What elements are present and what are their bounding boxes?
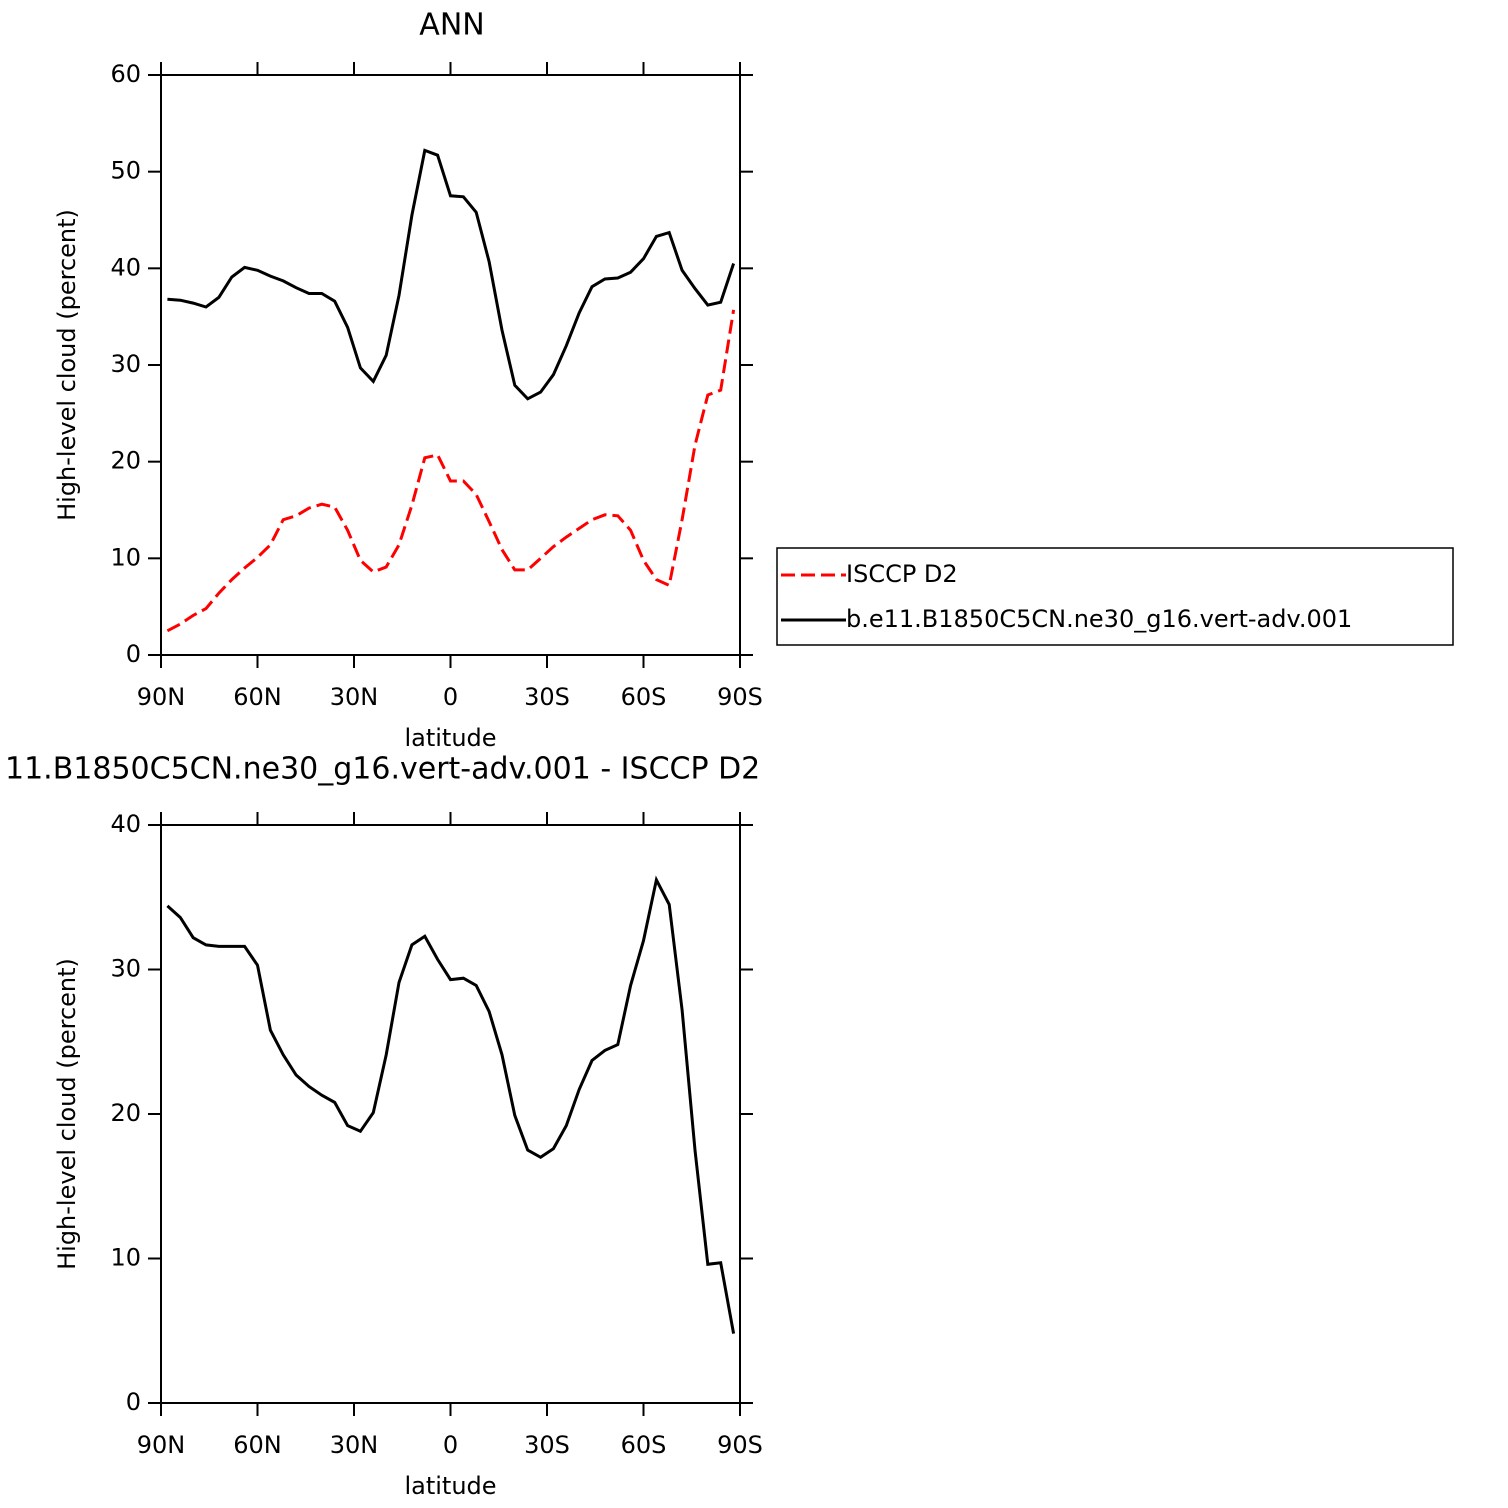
plot-frame	[160, 824, 741, 1404]
data-line	[166, 875, 736, 1334]
y-axis-label: High-level cloud (percent)	[53, 958, 81, 1270]
y-tick-label: 20	[110, 447, 141, 475]
data-line	[167, 148, 736, 401]
y-tick-label: 30	[110, 955, 141, 983]
x-tick-label: 60S	[621, 1431, 667, 1459]
x-tick-label: 60S	[621, 683, 667, 711]
y-tick-label: 10	[110, 1244, 141, 1272]
x-tick-label: 30N	[330, 1431, 379, 1459]
y-tick-label: 50	[110, 157, 141, 185]
y-tick-label: 60	[110, 60, 141, 88]
y-tick-label: 40	[110, 810, 141, 838]
x-tick-label: 30N	[330, 683, 379, 711]
y-tick-label: 0	[126, 1388, 141, 1416]
y-tick-label: 20	[110, 1099, 141, 1127]
y-tick-label: 0	[126, 640, 141, 668]
x-axis-label: latitude	[404, 724, 496, 752]
x-tick-label: 60N	[233, 1431, 282, 1459]
plot-frame	[160, 74, 741, 656]
x-tick-label: 90N	[137, 1431, 186, 1459]
x-tick-label: 30S	[524, 683, 570, 711]
legend-box	[776, 547, 1454, 646]
chart-title: ANN	[419, 8, 484, 43]
y-tick-label: 10	[110, 543, 141, 571]
x-tick-label: 0	[443, 683, 458, 711]
x-tick-label: 90S	[717, 1431, 763, 1459]
data-line	[166, 309, 736, 633]
legend-label: ISCCP D2	[846, 560, 958, 588]
x-axis-label: latitude	[404, 1472, 496, 1500]
legend-label: b.e11.B1850C5CN.ne30_g16.vert-adv.001	[846, 605, 1352, 633]
x-tick-label: 30S	[524, 1431, 570, 1459]
x-tick-label: 60N	[233, 683, 282, 711]
y-tick-label: 30	[110, 350, 141, 378]
chart-title: 11.B1850C5CN.ne30_g16.vert-adv.001 - ISC…	[5, 752, 760, 787]
x-tick-label: 0	[443, 1431, 458, 1459]
y-tick-label: 40	[110, 253, 141, 281]
x-tick-label: 90N	[137, 683, 186, 711]
y-axis-label: High-level cloud (percent)	[53, 209, 81, 521]
x-tick-label: 90S	[717, 683, 763, 711]
